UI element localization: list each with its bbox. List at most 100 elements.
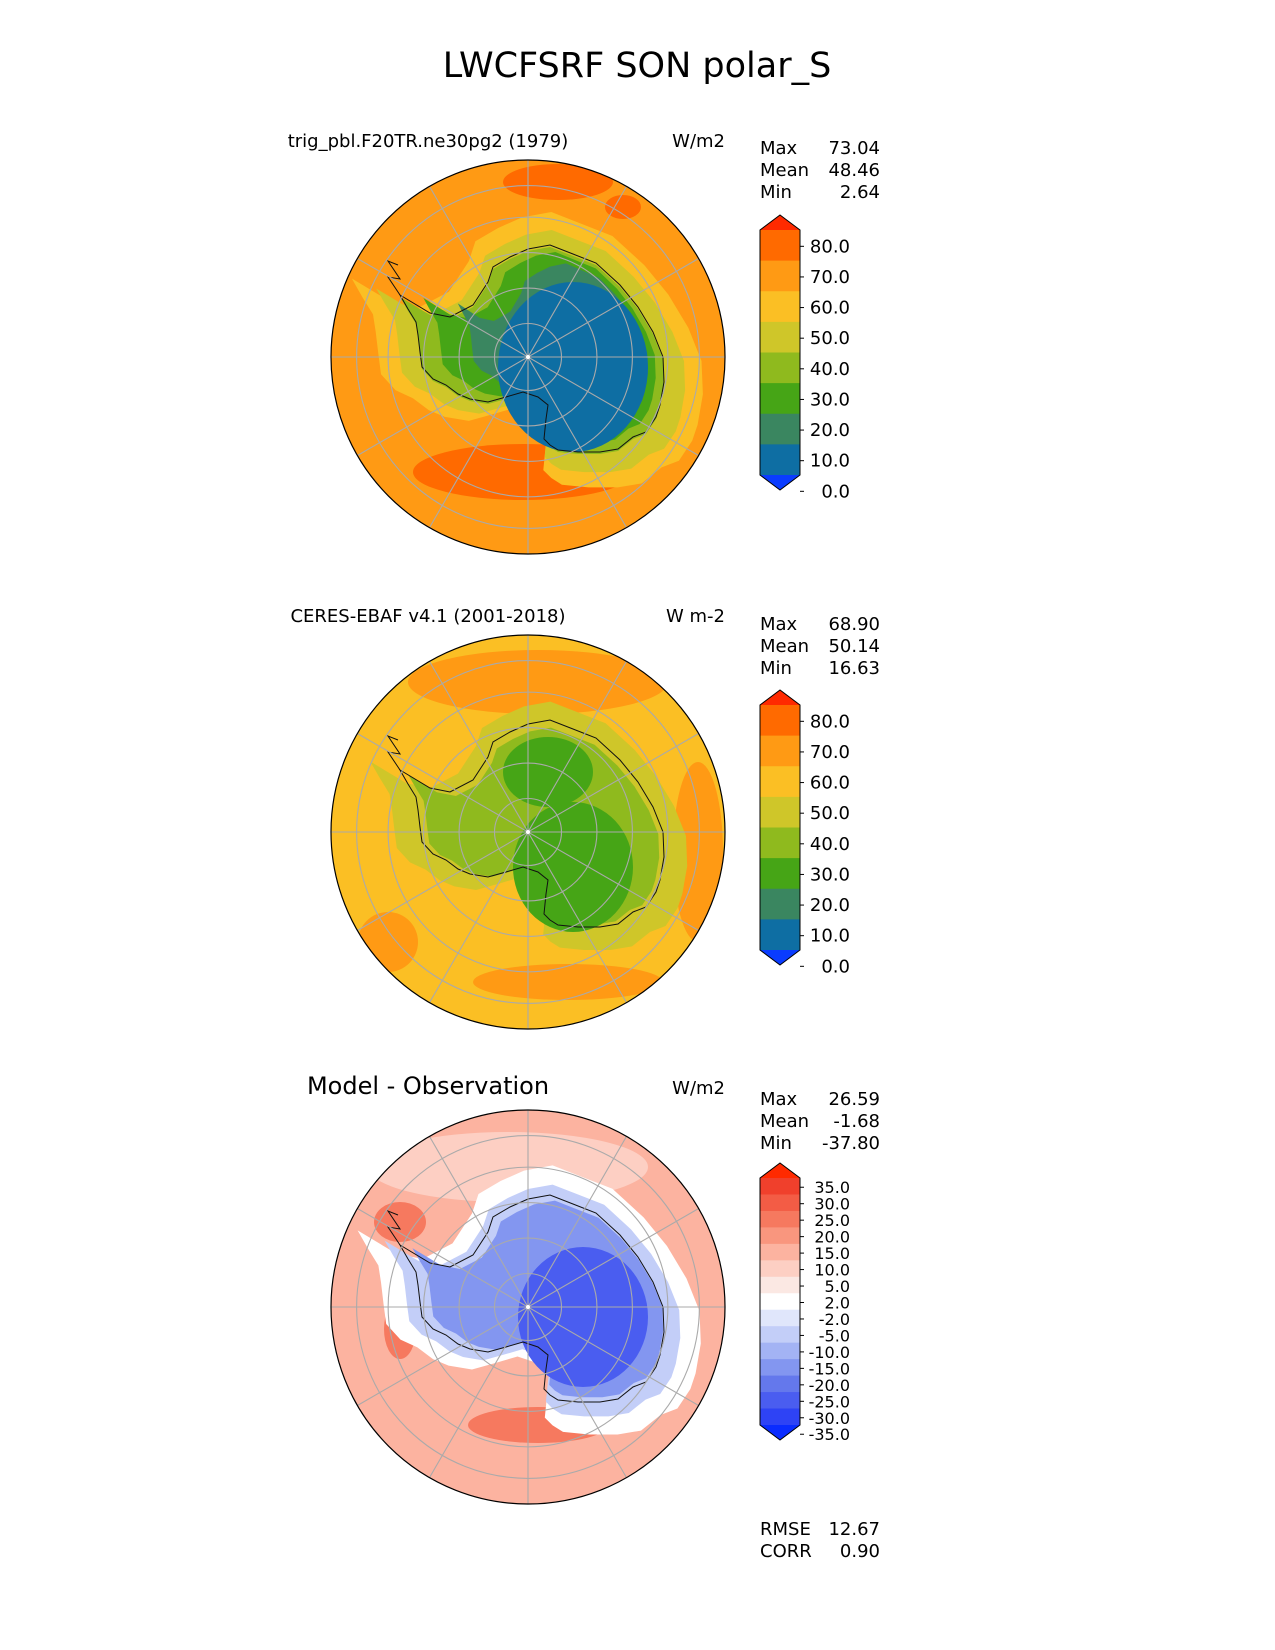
figure-title: LWCFSRF SON polar_S bbox=[443, 46, 832, 86]
colorbar-segment bbox=[760, 827, 800, 859]
coastline-peninsula bbox=[386, 1209, 402, 1246]
colorbar-tick-label: 30.0 bbox=[810, 864, 850, 885]
colorbar-tick-label: 70.0 bbox=[810, 267, 850, 288]
colorbar-tick-label: 40.0 bbox=[810, 359, 850, 380]
colorbar-segment bbox=[760, 1375, 800, 1393]
panel-title: Model - Observation bbox=[307, 1072, 549, 1100]
colorbar-segment bbox=[760, 1392, 800, 1410]
coastline bbox=[398, 244, 665, 453]
colorbar-segment bbox=[760, 1178, 800, 1195]
colorbar-extend-max bbox=[760, 1163, 800, 1178]
colorbar-tick-label: 35.0 bbox=[814, 1178, 850, 1197]
coastline-peninsula bbox=[386, 259, 402, 296]
colorbar-tick-label: 70.0 bbox=[810, 742, 850, 763]
field-band bbox=[374, 1202, 426, 1242]
colorbar-extend-min bbox=[760, 950, 800, 965]
map-boundary bbox=[330, 159, 726, 555]
colorbar-segment bbox=[760, 766, 800, 798]
colorbar-tick-label: -20.0 bbox=[809, 1376, 850, 1395]
metric-label: CORR bbox=[760, 1541, 812, 1562]
stat-label: Mean bbox=[760, 636, 809, 657]
colorbar-outline bbox=[759, 689, 801, 966]
colorbar-segment bbox=[760, 1227, 800, 1245]
coastline bbox=[398, 719, 665, 928]
colorbar-tick-label: 50.0 bbox=[810, 328, 850, 349]
metric-value: 12.67 bbox=[828, 1519, 880, 1540]
colorbar-segment bbox=[760, 1408, 800, 1426]
stat-label: Min bbox=[760, 182, 792, 203]
colorbar-tick-label: 80.0 bbox=[810, 711, 850, 732]
colorbar-segment bbox=[760, 1309, 800, 1327]
colorbar-segment bbox=[760, 413, 800, 445]
colorbar-segment bbox=[760, 1276, 800, 1294]
colorbar-tick-label: 60.0 bbox=[810, 298, 850, 319]
stat-value: -37.80 bbox=[822, 1133, 880, 1154]
stat-value: 48.46 bbox=[828, 160, 880, 181]
colorbar-tick-label: -25.0 bbox=[809, 1392, 850, 1411]
coastline bbox=[398, 1194, 665, 1403]
stat-label: Mean bbox=[760, 160, 809, 181]
colorbar-segment bbox=[760, 796, 800, 828]
panel-title: CERES-EBAF v4.1 (2001-2018) bbox=[290, 606, 565, 627]
stat-label: Max bbox=[760, 1089, 798, 1110]
stat-value: 2.64 bbox=[840, 182, 880, 203]
stat-label: Mean bbox=[760, 1111, 809, 1132]
colorbar-extend-max bbox=[760, 690, 800, 705]
colorbar-tick-label: -30.0 bbox=[809, 1409, 850, 1428]
stat-label: Min bbox=[760, 658, 792, 679]
stat-value: 16.63 bbox=[828, 658, 880, 679]
colorbar-segment bbox=[760, 1342, 800, 1360]
field-core bbox=[498, 282, 648, 452]
colorbar-tick-label: -35.0 bbox=[809, 1425, 850, 1444]
metric-label: RMSE bbox=[760, 1519, 811, 1540]
colorbar: 35.030.025.020.015.010.05.02.0-2.0-5.0-1… bbox=[759, 1162, 850, 1444]
stat-value: 50.14 bbox=[828, 636, 880, 657]
colorbar-tick-label: 10.0 bbox=[810, 451, 850, 472]
colorbar-segment bbox=[760, 1293, 800, 1311]
colorbar-segment bbox=[760, 705, 800, 737]
stat-label: Min bbox=[760, 1133, 792, 1154]
colorbar-extend-min bbox=[760, 1425, 800, 1440]
stat-value: 73.04 bbox=[828, 138, 880, 159]
panel-difference: Model - Observation W/m2 Max 26.59 Mean -1.68… bbox=[307, 1072, 880, 1562]
colorbar-extend-max bbox=[760, 215, 800, 230]
colorbar-tick-label: 40.0 bbox=[810, 834, 850, 855]
field-core bbox=[513, 802, 633, 932]
colorbar-segment bbox=[760, 1260, 800, 1278]
colorbar-tick-label: 30.0 bbox=[814, 1195, 850, 1214]
colorbar-tick-label: -15.0 bbox=[809, 1359, 850, 1378]
colorbar-tick-label: 10.0 bbox=[814, 1261, 850, 1280]
colorbar-tick-label: 20.0 bbox=[810, 420, 850, 441]
colorbar-tick-label: 10.0 bbox=[810, 926, 850, 947]
colorbar-tick-label: 20.0 bbox=[810, 895, 850, 916]
field-band bbox=[408, 650, 668, 714]
panel-observation: CERES-EBAF v4.1 (2001-2018) W m-2 Max 68.90… bbox=[290, 606, 880, 1030]
field-band bbox=[358, 912, 418, 972]
colorbar-extend-min bbox=[760, 475, 800, 490]
colorbar-segment bbox=[760, 260, 800, 292]
colorbar-tick-label: 80.0 bbox=[810, 236, 850, 257]
stat-label: Max bbox=[760, 614, 798, 635]
colorbar-tick-label: -5.0 bbox=[819, 1326, 850, 1345]
colorbar-outline bbox=[759, 1162, 801, 1441]
panel-units: W/m2 bbox=[672, 1078, 725, 1099]
colorbar-segment bbox=[760, 1194, 800, 1212]
colorbar-tick-label: 2.0 bbox=[825, 1294, 850, 1313]
colorbar-segment bbox=[760, 888, 800, 920]
colorbar: 80.0 70.0 60.0 50.0 40.0 30.0 20.0 10.0 0.0 bbox=[759, 689, 850, 977]
pole-marker bbox=[526, 355, 530, 359]
panel-units: W m-2 bbox=[666, 606, 725, 627]
colorbar-segment bbox=[760, 230, 800, 262]
field-core bbox=[518, 1247, 648, 1387]
colorbar-segment bbox=[760, 858, 800, 890]
map-boundary bbox=[330, 1109, 726, 1505]
stat-value: 26.59 bbox=[828, 1089, 880, 1110]
colorbar-segment bbox=[760, 444, 800, 476]
colorbar-segment bbox=[760, 383, 800, 415]
stat-label: Max bbox=[760, 138, 798, 159]
colorbar-tick-label: 60.0 bbox=[810, 773, 850, 794]
pole-marker bbox=[526, 1305, 530, 1309]
panel-title: trig_pbl.F20TR.ne30pg2 (1979) bbox=[288, 131, 569, 152]
panel-units: W/m2 bbox=[672, 131, 725, 152]
